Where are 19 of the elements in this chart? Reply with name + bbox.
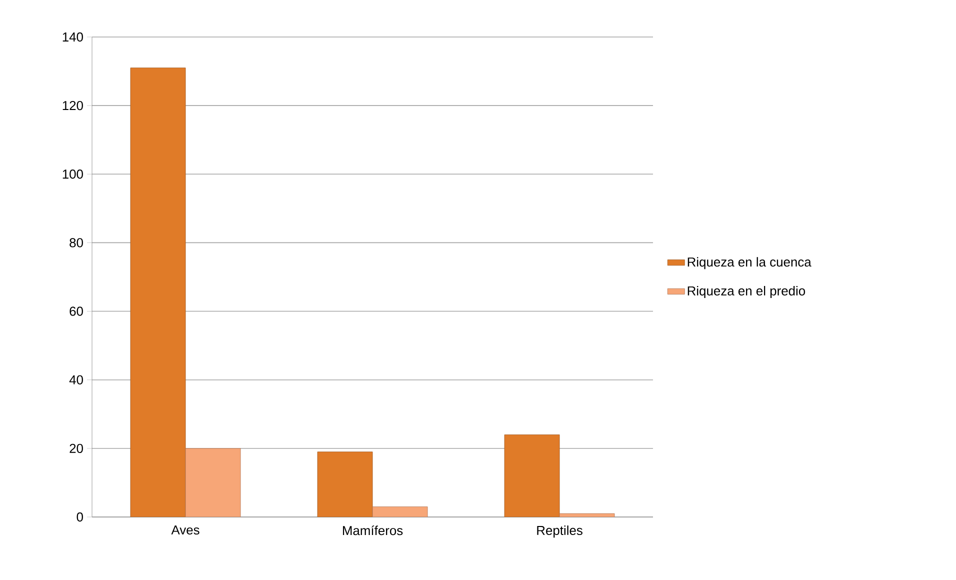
y-tick-label: 40 xyxy=(69,375,83,384)
x-tick-label: Reptiles xyxy=(537,526,582,538)
bar xyxy=(504,434,560,517)
y-tick-label: 0 xyxy=(76,512,83,522)
x-tick-label: Aves xyxy=(171,526,200,535)
y-tick-label: 20 xyxy=(70,444,83,453)
x-tick-label: Mamíferos xyxy=(342,526,403,536)
y-tick-label: 60 xyxy=(70,306,83,316)
bar xyxy=(130,68,186,517)
y-tick-label: 120 xyxy=(62,100,83,110)
legend-label: Riqueza en el predio xyxy=(688,286,806,298)
bar xyxy=(559,513,615,517)
legend-label: Riqueza en la cuenca xyxy=(688,257,812,270)
bar xyxy=(372,506,428,517)
y-tick-label: 100 xyxy=(62,170,83,179)
bar xyxy=(317,452,373,517)
y-tick-label: 140 xyxy=(62,32,83,42)
y-tick-label: 80 xyxy=(70,238,83,248)
bar xyxy=(185,448,241,517)
